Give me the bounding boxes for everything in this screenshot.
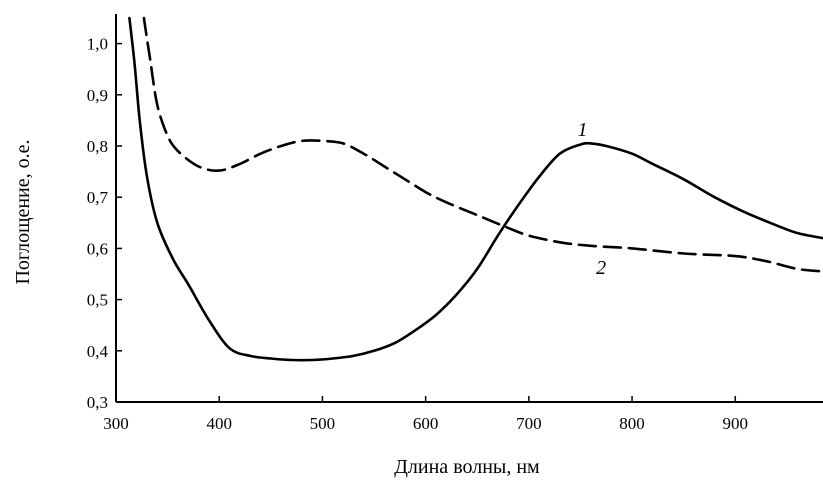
x-tick-label: 700: [516, 414, 542, 433]
y-axis-title: Поглощение, о.е.: [12, 139, 34, 284]
series-label-1: 1: [578, 119, 588, 141]
x-tick-label: 900: [723, 414, 749, 433]
x-tick-label: 300: [103, 414, 129, 433]
x-axis-title: Длина волны, нм: [394, 456, 540, 478]
series-label-2: 2: [596, 257, 606, 279]
y-tick-label: 0,9: [87, 86, 108, 105]
series-line-1: [128, 16, 823, 362]
y-tick-label: 0,5: [87, 291, 108, 310]
y-tick-label: 1,0: [87, 35, 108, 54]
y-tick-label: 0,8: [87, 137, 108, 156]
y-tick-label: 0,4: [87, 342, 109, 361]
y-tick-label: 0,6: [87, 239, 108, 258]
x-tick-label: 600: [413, 414, 439, 433]
series-line-2: [142, 16, 823, 273]
x-tick-label: 400: [206, 414, 232, 433]
x-tick-label: 800: [619, 414, 645, 433]
plot-area: 0,3 0,4 0,5 0,6 0,7 0,8 0,9 1,0 300 400 500 600 700 8…: [87, 14, 823, 433]
y-tick-label: 0,3: [87, 393, 108, 412]
y-tick-label: 0,7: [87, 188, 109, 207]
x-tick-label: 500: [310, 414, 336, 433]
